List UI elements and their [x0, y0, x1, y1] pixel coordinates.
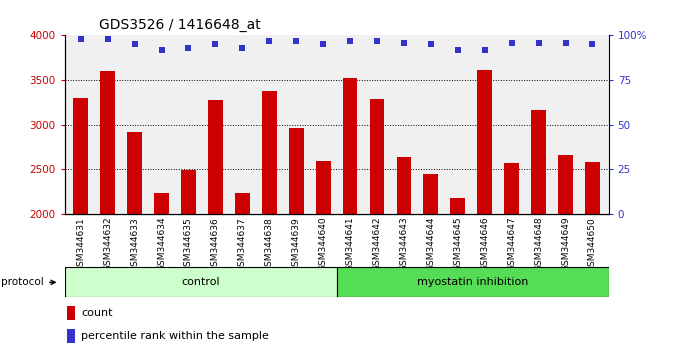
Bar	[127, 132, 142, 214]
Text: GSM344640: GSM344640	[319, 217, 328, 272]
Text: GDS3526 / 1416648_at: GDS3526 / 1416648_at	[99, 18, 260, 32]
Bar	[505, 163, 519, 214]
Text: GSM344634: GSM344634	[157, 217, 166, 272]
Text: percentile rank within the sample: percentile rank within the sample	[81, 331, 269, 341]
Bar	[316, 161, 330, 214]
Point	[75, 36, 86, 42]
Bar	[154, 193, 169, 214]
Bar	[531, 110, 546, 214]
Point	[210, 41, 221, 47]
Bar	[289, 129, 303, 214]
Text: control: control	[182, 277, 220, 287]
Bar	[337, 267, 609, 297]
Text: myostatin inhibition: myostatin inhibition	[417, 277, 528, 287]
Bar	[370, 99, 384, 214]
Point	[426, 41, 437, 47]
Bar	[585, 162, 600, 214]
Point	[398, 40, 409, 45]
Bar	[424, 174, 439, 214]
Point	[264, 38, 275, 44]
Bar	[558, 155, 573, 214]
Text: protocol: protocol	[1, 277, 55, 287]
Point	[318, 41, 328, 47]
Bar	[181, 170, 196, 214]
Text: GSM344635: GSM344635	[184, 217, 193, 272]
Text: GSM344637: GSM344637	[238, 217, 247, 272]
Text: GSM344636: GSM344636	[211, 217, 220, 272]
Point	[291, 38, 302, 44]
Bar	[67, 330, 75, 343]
Bar	[477, 70, 492, 214]
Point	[506, 40, 517, 45]
Point	[371, 38, 382, 44]
Bar	[343, 78, 358, 214]
Text: GSM344649: GSM344649	[561, 217, 570, 272]
Text: GSM344642: GSM344642	[373, 217, 381, 271]
Text: GSM344645: GSM344645	[454, 217, 462, 272]
Text: GSM344631: GSM344631	[76, 217, 85, 272]
Text: GSM344648: GSM344648	[534, 217, 543, 272]
Bar	[396, 157, 411, 214]
Point	[452, 47, 463, 52]
Text: GSM344643: GSM344643	[399, 217, 409, 272]
Text: GSM344633: GSM344633	[130, 217, 139, 272]
Text: GSM344632: GSM344632	[103, 217, 112, 272]
Bar	[67, 307, 75, 320]
Point	[156, 47, 167, 52]
Text: GSM344639: GSM344639	[292, 217, 301, 272]
Text: GSM344641: GSM344641	[345, 217, 354, 272]
Text: count: count	[81, 308, 112, 318]
Point	[560, 40, 571, 45]
Point	[183, 45, 194, 51]
Point	[587, 41, 598, 47]
Text: GSM344638: GSM344638	[265, 217, 274, 272]
Bar	[235, 193, 250, 214]
Bar	[208, 100, 223, 214]
Point	[129, 41, 140, 47]
Text: GSM344650: GSM344650	[588, 217, 597, 272]
Point	[102, 36, 113, 42]
Text: GSM344647: GSM344647	[507, 217, 516, 272]
Bar	[65, 267, 337, 297]
Point	[479, 47, 490, 52]
Text: GSM344644: GSM344644	[426, 217, 435, 271]
Point	[533, 40, 544, 45]
Point	[345, 38, 356, 44]
Point	[237, 45, 248, 51]
Bar	[450, 198, 465, 214]
Bar	[262, 91, 277, 214]
Bar	[73, 98, 88, 214]
Text: GSM344646: GSM344646	[480, 217, 489, 272]
Bar	[100, 71, 115, 214]
